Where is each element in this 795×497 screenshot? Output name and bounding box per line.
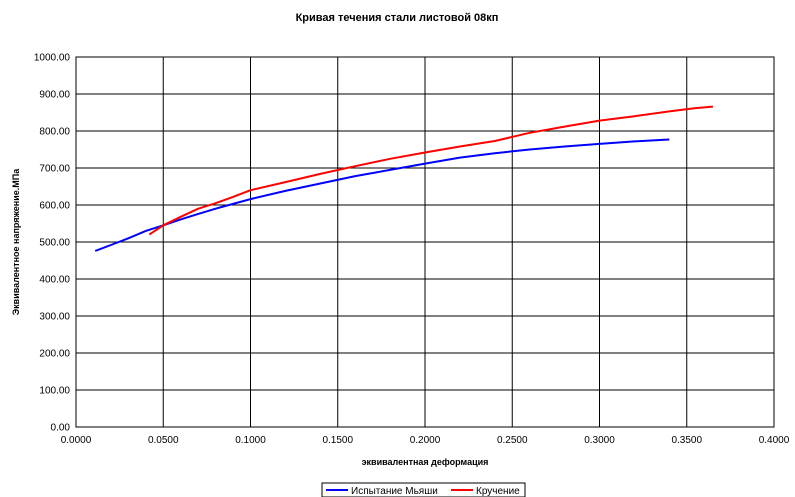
x-tick-label: 0.1000 <box>235 435 266 446</box>
x-tick-label: 0.4000 <box>759 435 790 446</box>
x-axis-label: эквивалентная деформация <box>362 457 489 467</box>
x-tick-label: 0.0000 <box>61 435 92 446</box>
y-tick-label: 200.00 <box>39 349 70 360</box>
y-tick-label: 0.00 <box>51 423 71 434</box>
x-tick-label: 0.3000 <box>584 435 615 446</box>
y-tick-label: 700.00 <box>39 164 70 175</box>
legend-box <box>321 482 526 497</box>
y-tick-label: 300.00 <box>39 312 70 323</box>
series-line-torsion <box>148 105 713 236</box>
legend-label-torsion: Кручение <box>476 486 520 497</box>
series-line-miyashi <box>94 138 670 252</box>
y-axis-label: Эквивалентное напряжение.МПа <box>11 168 21 315</box>
y-tick-label: 100.00 <box>39 386 70 397</box>
legend-label-miyashi: Испытание Мьяши <box>351 486 438 497</box>
series-lines <box>94 105 713 252</box>
chart-title: Кривая течения стали листовой 08кп <box>296 12 499 24</box>
y-tick-label: 400.00 <box>39 275 70 286</box>
y-tick-label: 1000.00 <box>34 53 71 64</box>
y-tick-label: 600.00 <box>39 201 70 212</box>
y-tick-label: 800.00 <box>39 127 70 138</box>
legend: Испытание Мьяши Кручение <box>321 482 526 497</box>
x-tick-label: 0.3500 <box>671 435 702 446</box>
tick-labels: 0.00 100.00 200.00 300.00 400.00 500.00 600.00… <box>34 53 790 447</box>
y-tick-label: 500.00 <box>39 238 70 249</box>
x-tick-label: 0.0500 <box>148 435 179 446</box>
x-tick-label: 0.1500 <box>322 435 353 446</box>
y-tick-label: 900.00 <box>39 90 70 101</box>
grid-lines <box>75 56 775 428</box>
x-tick-label: 0.2000 <box>410 435 441 446</box>
x-tick-label: 0.2500 <box>497 435 528 446</box>
